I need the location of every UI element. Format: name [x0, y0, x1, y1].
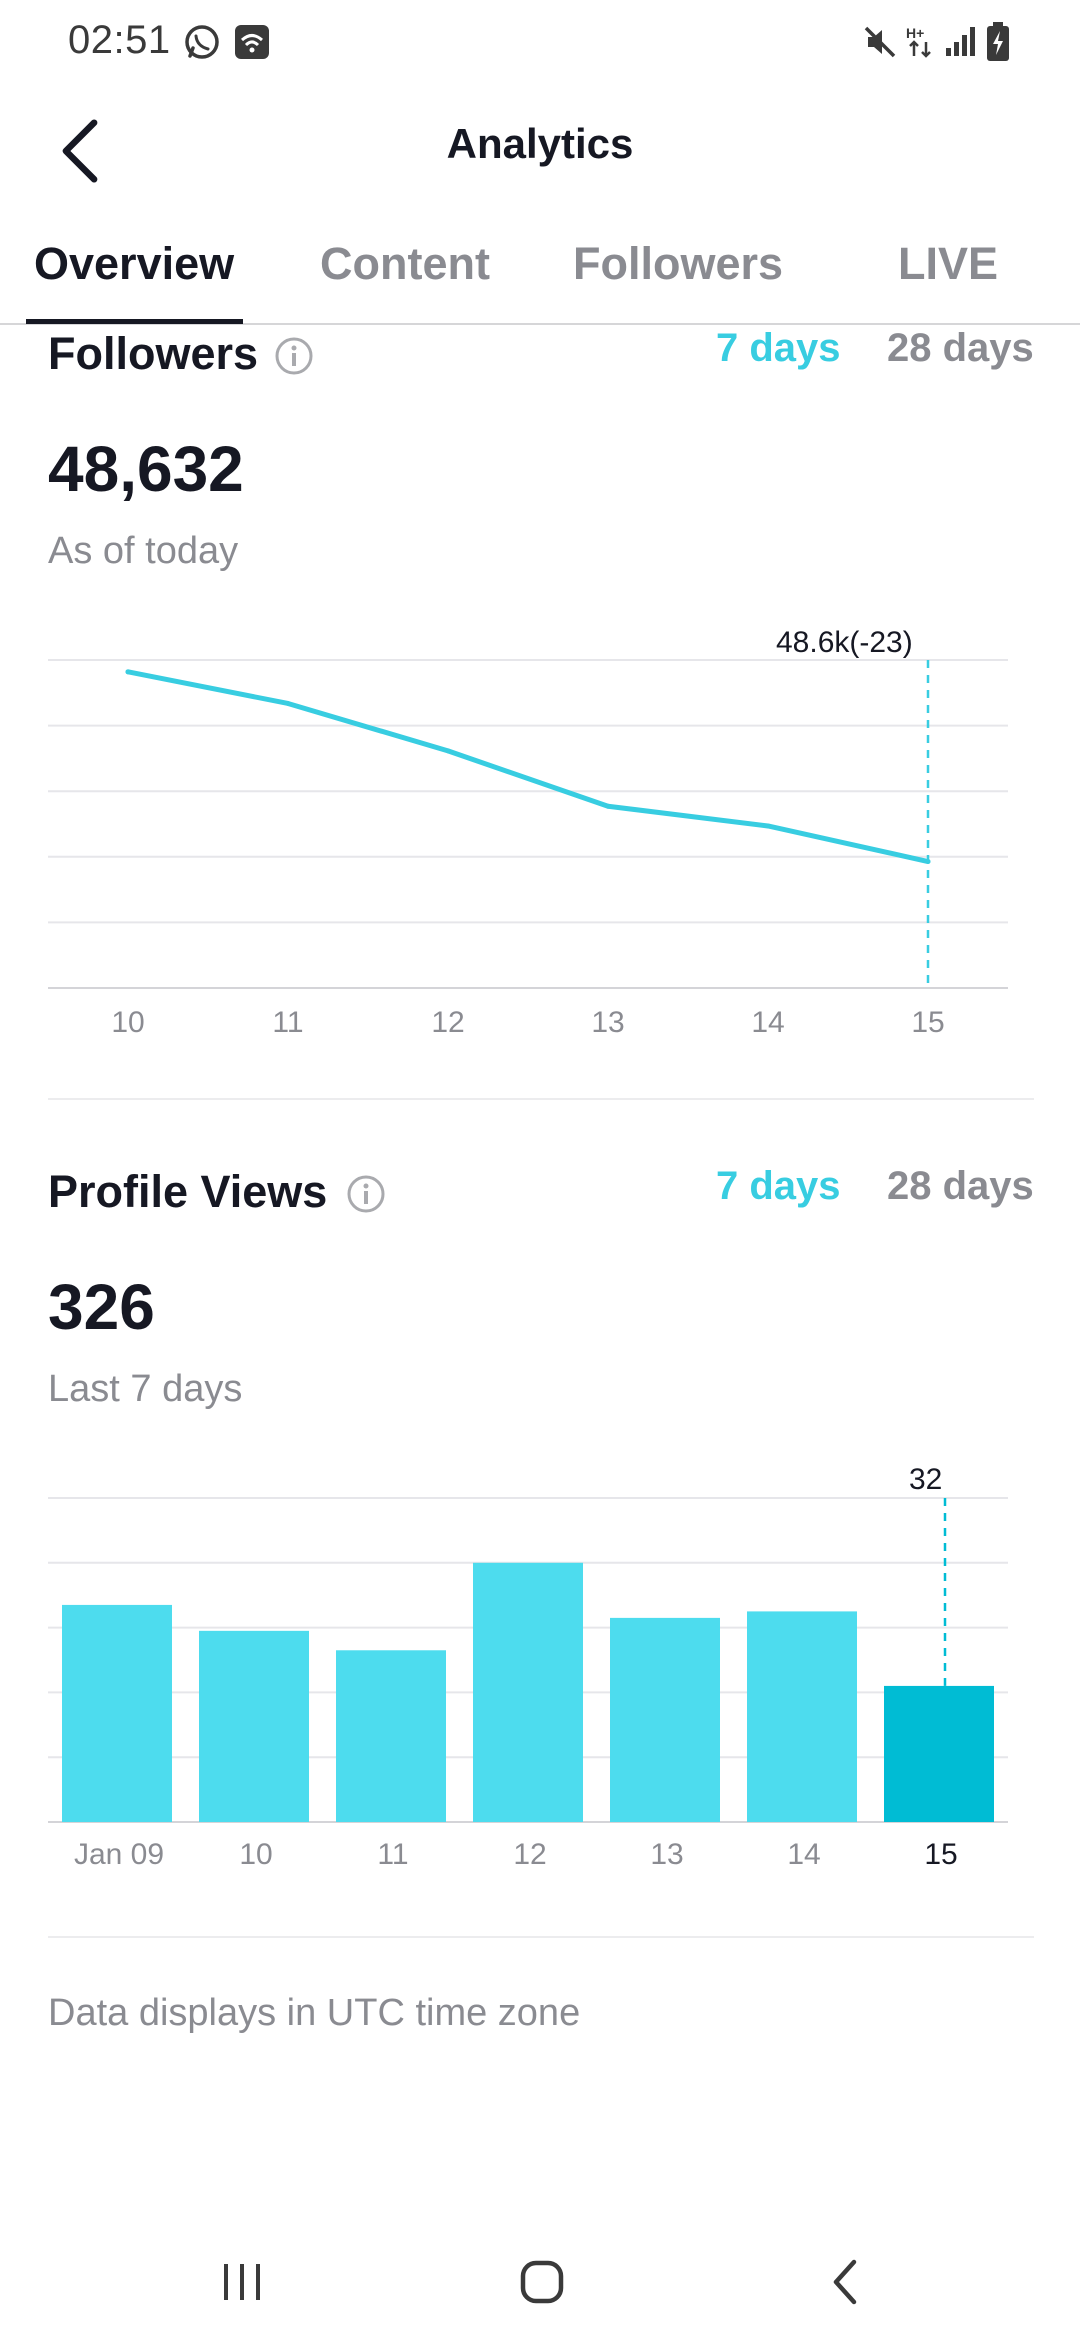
x-tick-10: 10	[239, 1838, 273, 1871]
followers-range-7-days[interactable]: 7 days	[716, 326, 841, 370]
bar-12	[473, 1562, 583, 1822]
chevron-left-icon	[62, 119, 98, 183]
data-point-13	[605, 803, 611, 809]
back-button[interactable]	[50, 118, 110, 184]
battery-charging-icon	[987, 22, 1009, 61]
x-tick-13: 13	[650, 1838, 684, 1871]
recent-apps-icon[interactable]	[220, 2262, 264, 2302]
active-tab-indicator	[26, 319, 243, 324]
x-tick-11: 11	[272, 1006, 304, 1039]
profile-views-count: 326	[48, 1271, 155, 1343]
data-point-11	[285, 700, 291, 706]
x-tick-jan-09: Jan 09	[73, 1838, 165, 1871]
tab-overview[interactable]: Overview	[34, 238, 235, 289]
mute-icon	[864, 26, 896, 58]
profile-views-caption: Last 7 days	[48, 1368, 243, 1410]
info-icon[interactable]	[346, 1174, 386, 1214]
data-point-14	[765, 823, 771, 829]
followers-range-28-days[interactable]: 28 days	[887, 326, 1034, 370]
bar-14	[747, 1611, 857, 1822]
profile-views-bar-chart	[48, 1497, 1008, 1823]
x-tick-14: 14	[787, 1838, 821, 1871]
profile-views-tooltip: 32	[909, 1463, 943, 1496]
tab-followers[interactable]: Followers	[573, 238, 784, 289]
bar-10	[199, 1630, 309, 1822]
timezone-note: Data displays in UTC time zone	[48, 1992, 581, 2034]
back-nav-icon[interactable]	[828, 2258, 862, 2306]
bar-11	[336, 1650, 446, 1822]
data-point-12	[445, 748, 451, 754]
x-tick-15: 15	[911, 1006, 945, 1039]
svg-text:H+: H+	[906, 25, 924, 41]
followers-line-chart	[48, 659, 1008, 989]
whatsapp-icon	[185, 25, 219, 59]
x-tick-12: 12	[513, 1838, 547, 1871]
data-arrows-icon: H+	[906, 25, 931, 58]
profile-views-range-7-days[interactable]: 7 days	[716, 1164, 841, 1208]
x-tick-10: 10	[111, 1006, 145, 1039]
bar-jan-09	[62, 1604, 172, 1822]
x-tick-14: 14	[751, 1006, 785, 1039]
bar-13	[610, 1617, 720, 1822]
tab-live[interactable]: LIVE	[898, 238, 999, 289]
followers-tooltip: 48.6k(-23)	[776, 626, 913, 659]
x-tick-11: 11	[377, 1838, 409, 1871]
tab-content[interactable]: Content	[320, 238, 490, 289]
section-divider	[48, 1936, 1034, 1938]
followers-caption: As of today	[48, 530, 239, 572]
profile-views-section-title: Profile Views	[48, 1166, 328, 1217]
info-icon[interactable]	[274, 336, 314, 376]
page-title: Analytics	[446, 120, 634, 167]
tabs-divider	[0, 323, 1080, 325]
followers-count: 48,632	[48, 433, 244, 505]
x-tick-13: 13	[591, 1006, 625, 1039]
profile-views-range-28-days[interactable]: 28 days	[887, 1164, 1034, 1208]
home-icon[interactable]	[520, 2260, 564, 2304]
status-time: 02:51	[68, 18, 171, 62]
followers-series-line	[125, 669, 931, 865]
data-point-10	[125, 669, 131, 675]
wifi-calling-icon	[235, 25, 269, 59]
signal-icon	[946, 27, 975, 56]
x-tick-15: 15	[924, 1838, 958, 1871]
section-divider	[48, 1098, 1034, 1100]
x-tick-12: 12	[431, 1006, 465, 1039]
followers-section-title: Followers	[48, 328, 259, 379]
data-point-15	[925, 859, 931, 865]
bar-15	[884, 1685, 994, 1822]
